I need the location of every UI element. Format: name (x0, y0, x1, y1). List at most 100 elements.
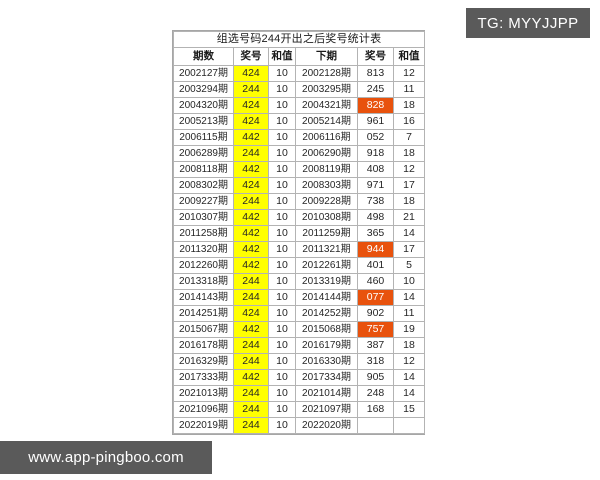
cell-issue: 2013318期 (173, 273, 234, 290)
cell-next-issue: 2017334期 (295, 369, 358, 386)
cell-next-num: 918 (357, 145, 394, 162)
cell-sum: 10 (268, 289, 296, 306)
cell-issue: 2021096期 (173, 401, 234, 418)
cell-next-issue: 2011259期 (295, 225, 358, 242)
cell-issue: 2011258期 (173, 225, 234, 242)
cell-next-issue: 2008303期 (295, 177, 358, 194)
cell-next-sum: 17 (393, 177, 425, 194)
cell-next-num: 401 (357, 257, 394, 274)
cell-next-num: 248 (357, 385, 394, 402)
cell-sum: 10 (268, 161, 296, 178)
cell-next-num (357, 417, 394, 434)
cell-next-num: 498 (357, 209, 394, 226)
cell-sum: 10 (268, 129, 296, 146)
cell-next-issue: 2009228期 (295, 193, 358, 210)
cell-sum: 10 (268, 177, 296, 194)
table-header-row: 期数 奖号 和值 下期 奖号 和值 (173, 47, 425, 66)
cell-next-sum: 18 (393, 337, 425, 354)
cell-next-sum: 5 (393, 257, 425, 274)
cell-num: 424 (233, 65, 269, 82)
cell-next-sum: 10 (393, 273, 425, 290)
cell-next-issue: 2006290期 (295, 145, 358, 162)
cell-num: 442 (233, 129, 269, 146)
cell-next-num: 828 (357, 97, 394, 114)
cell-next-sum: 18 (393, 193, 425, 210)
cell-next-issue: 2016179期 (295, 337, 358, 354)
cell-num: 442 (233, 369, 269, 386)
cell-num: 442 (233, 225, 269, 242)
cell-next-num: 318 (357, 353, 394, 370)
cell-next-sum: 18 (393, 145, 425, 162)
table-row: 2011258期 442 10 2011259期 365 14 (173, 225, 425, 242)
table-row: 2005213期 424 10 2005214期 961 16 (173, 113, 425, 130)
cell-num: 424 (233, 305, 269, 322)
cell-next-sum: 7 (393, 129, 425, 146)
cell-next-issue: 2003295期 (295, 81, 358, 98)
cell-next-sum: 15 (393, 401, 425, 418)
cell-issue: 2012260期 (173, 257, 234, 274)
cell-next-issue: 2016330期 (295, 353, 358, 370)
cell-issue: 2008302期 (173, 177, 234, 194)
cell-num: 244 (233, 417, 269, 434)
cell-sum: 10 (268, 97, 296, 114)
cell-sum: 10 (268, 257, 296, 274)
cell-next-issue: 2015068期 (295, 321, 358, 338)
cell-num: 442 (233, 209, 269, 226)
cell-issue: 2014143期 (173, 289, 234, 306)
cell-next-issue: 2008119期 (295, 161, 358, 178)
cell-issue: 2016329期 (173, 353, 234, 370)
table-row: 2009227期 244 10 2009228期 738 18 (173, 193, 425, 210)
cell-num: 424 (233, 177, 269, 194)
cell-sum: 10 (268, 193, 296, 210)
site-watermark-label: www.app-pingboo.com (28, 449, 184, 466)
column-header-sum: 和值 (268, 47, 296, 66)
cell-next-issue: 2004321期 (295, 97, 358, 114)
table-row: 2006115期 442 10 2006116期 052 7 (173, 129, 425, 146)
table-row: 2014251期 424 10 2014252期 902 11 (173, 305, 425, 322)
cell-next-num: 077 (357, 289, 394, 306)
table-row: 2021096期 244 10 2021097期 168 15 (173, 401, 425, 418)
cell-next-num: 052 (357, 129, 394, 146)
cell-issue: 2016178期 (173, 337, 234, 354)
telegram-watermark: TG: MYYJJPP (466, 8, 590, 38)
cell-sum: 10 (268, 385, 296, 402)
cell-next-issue: 2010308期 (295, 209, 358, 226)
cell-issue: 2006289期 (173, 145, 234, 162)
table-row: 2012260期 442 10 2012261期 401 5 (173, 257, 425, 274)
cell-next-sum: 12 (393, 161, 425, 178)
cell-next-sum: 21 (393, 209, 425, 226)
cell-next-num: 168 (357, 401, 394, 418)
cell-next-num: 460 (357, 273, 394, 290)
cell-next-num: 408 (357, 161, 394, 178)
cell-num: 244 (233, 273, 269, 290)
cell-next-num: 813 (357, 65, 394, 82)
cell-issue: 2009227期 (173, 193, 234, 210)
cell-sum: 10 (268, 81, 296, 98)
cell-num: 442 (233, 257, 269, 274)
cell-issue: 2017333期 (173, 369, 234, 386)
cell-issue: 2005213期 (173, 113, 234, 130)
cell-next-sum: 11 (393, 81, 425, 98)
cell-next-sum: 16 (393, 113, 425, 130)
table-row: 2010307期 442 10 2010308期 498 21 (173, 209, 425, 226)
cell-next-num: 944 (357, 241, 394, 258)
cell-sum: 10 (268, 353, 296, 370)
column-header-number: 奖号 (233, 47, 269, 66)
table-title-row: 组选号码244开出之后奖号统计表 (173, 31, 425, 48)
cell-next-issue: 2013319期 (295, 273, 358, 290)
cell-num: 244 (233, 145, 269, 162)
table-row: 2003294期 244 10 2003295期 245 11 (173, 81, 425, 98)
cell-num: 442 (233, 321, 269, 338)
telegram-watermark-label: TG: MYYJJPP (477, 14, 579, 32)
cell-sum: 10 (268, 417, 296, 434)
cell-num: 244 (233, 289, 269, 306)
site-watermark: www.app-pingboo.com (0, 441, 212, 474)
cell-next-sum: 12 (393, 353, 425, 370)
cell-next-issue: 2014144期 (295, 289, 358, 306)
cell-next-sum (393, 417, 425, 434)
cell-issue: 2004320期 (173, 97, 234, 114)
cell-issue: 2022019期 (173, 417, 234, 434)
cell-next-issue: 2022020期 (295, 417, 358, 434)
table-title: 组选号码244开出之后奖号统计表 (173, 31, 425, 48)
table-row: 2004320期 424 10 2004321期 828 18 (173, 97, 425, 114)
